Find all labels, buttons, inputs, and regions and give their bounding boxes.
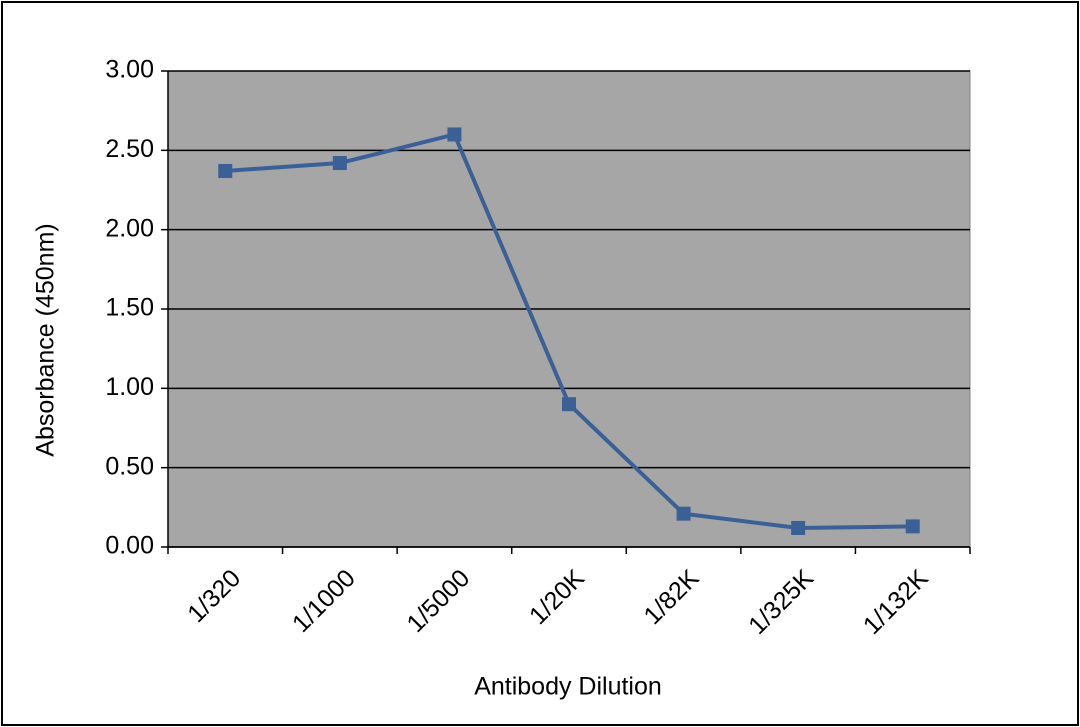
x-axis-title: Antibody Dilution — [474, 673, 662, 701]
data-point — [676, 506, 691, 521]
y-tick-label: 0.00 — [105, 532, 154, 560]
data-point — [447, 127, 462, 142]
y-tick-label: 1.00 — [105, 373, 154, 401]
y-axis-title: Absorbance (450nm) — [32, 223, 60, 456]
y-tick-label: 0.50 — [105, 452, 154, 480]
data-point — [791, 520, 806, 535]
data-point — [218, 163, 233, 178]
data-point — [562, 397, 576, 412]
y-tick-label: 2.50 — [105, 135, 154, 163]
y-tick-label: 1.50 — [105, 294, 154, 322]
y-tick-label: 3.00 — [105, 56, 154, 84]
data-point — [332, 156, 347, 171]
data-point — [905, 519, 920, 534]
y-tick-label: 2.00 — [105, 214, 154, 242]
